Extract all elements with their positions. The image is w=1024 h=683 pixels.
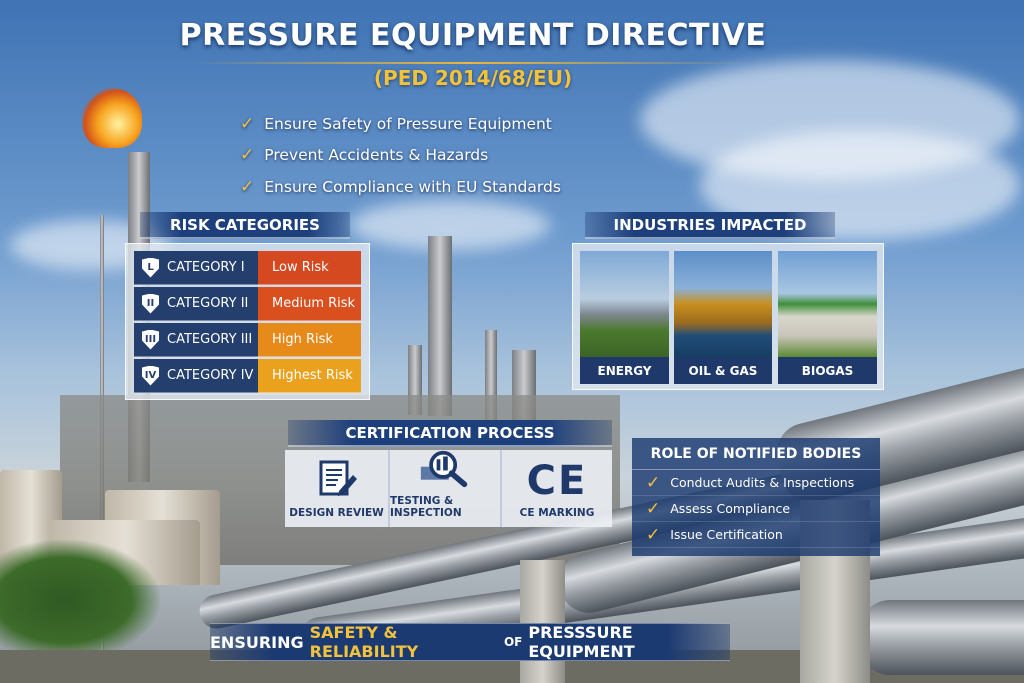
check-icon: ✓ <box>240 113 255 134</box>
objective-text: Prevent Accidents & Hazards <box>264 146 489 165</box>
role-text: Issue Certification <box>670 527 783 542</box>
oil-gas-image <box>674 251 772 357</box>
step-label: CE MARKING <box>519 507 595 519</box>
title-divider <box>190 62 750 64</box>
industry-card: OIL & GAS <box>674 251 772 384</box>
page-subtitle: (PED 2014/68/EU) <box>373 66 573 90</box>
objectives-list: ✓ Ensure Safety of Pressure Equipment ✓ Pr… <box>240 108 561 203</box>
banner-text: OF <box>503 635 523 649</box>
energy-image <box>580 251 669 357</box>
risk-row: III CATEGORY III High Risk <box>134 323 361 357</box>
notified-bodies-panel: ROLE OF NOTIFIED BODIES ✓ Conduct Audits … <box>632 438 880 556</box>
industry-card: BIOGAS <box>778 251 877 384</box>
step-label: DESIGN REVIEW <box>289 507 384 519</box>
risk-level: High Risk <box>258 323 361 357</box>
flare-flame <box>82 88 142 148</box>
risk-row: L CATEGORY I Low Risk <box>134 251 361 285</box>
objective-item: ✓ Ensure Safety of Pressure Equipment <box>240 108 561 140</box>
check-icon: ✓ <box>646 472 661 493</box>
industry-label: ENERGY <box>580 357 669 384</box>
objective-item: ✓ Ensure Compliance with EU Standards <box>240 171 561 203</box>
check-icon: ✓ <box>646 524 661 545</box>
category-label: CATEGORY II <box>167 296 249 311</box>
risk-categories-table: L CATEGORY I Low Risk II CATEGORY II Medium … <box>125 243 370 400</box>
category-label: CATEGORY I <box>167 260 245 275</box>
objective-text: Ensure Compliance with EU Standards <box>264 177 561 196</box>
objective-item: ✓ Prevent Accidents & Hazards <box>240 140 561 172</box>
check-icon: ✓ <box>240 176 255 197</box>
industry-card: ENERGY <box>580 251 669 384</box>
role-item: ✓ Issue Certification <box>632 522 880 548</box>
notified-bodies-header: ROLE OF NOTIFIED BODIES <box>632 438 880 470</box>
role-item: ✓ Assess Compliance <box>632 496 880 522</box>
banner-text: PRESSSURE EQUIPMENT <box>528 623 635 661</box>
bottom-banner: ENSURING SAFETY & RELIABILITY OF PRESSSU… <box>210 623 730 661</box>
shield-icon: III <box>142 329 159 350</box>
step-ce-marking: CE CE MARKING <box>502 450 612 527</box>
magnifier-icon <box>420 450 468 488</box>
step-testing-inspection: TESTING & INSPECTION <box>390 450 502 527</box>
category-label: CATEGORY IV <box>167 368 254 383</box>
risk-level: Medium Risk <box>258 287 361 321</box>
role-item: ✓ Conduct Audits & Inspections <box>632 470 880 496</box>
risk-row: IV CATEGORY IV Highest Risk <box>134 359 361 393</box>
certification-header: CERTIFICATION PROCESS <box>288 420 612 447</box>
banner-highlight: SAFETY & RELIABILITY <box>309 623 419 661</box>
shield-icon: L <box>142 257 159 278</box>
ce-mark-icon: CE <box>526 458 588 504</box>
risk-level: Highest Risk <box>258 359 361 393</box>
step-label: TESTING & INSPECTION <box>390 495 462 519</box>
shield-icon: II <box>142 293 159 314</box>
page-title: PRESSURE EQUIPMENT DIRECTIVE <box>179 18 767 53</box>
risk-row: II CATEGORY II Medium Risk <box>134 287 361 321</box>
shield-icon: IV <box>142 365 159 386</box>
check-icon: ✓ <box>240 145 255 166</box>
objective-text: Ensure Safety of Pressure Equipment <box>264 114 552 133</box>
category-label: CATEGORY III <box>167 332 253 347</box>
industries-panel: ENERGY OIL & GAS BIOGAS <box>572 243 884 390</box>
industry-label: BIOGAS <box>778 357 877 384</box>
role-text: Assess Compliance <box>670 501 791 516</box>
role-text: Conduct Audits & Inspections <box>670 475 855 490</box>
industries-header: INDUSTRIES IMPACTED <box>585 212 835 239</box>
certification-steps: DESIGN REVIEW TESTING & INSPECTION CE CE… <box>285 450 612 527</box>
industry-label: OIL & GAS <box>674 357 772 384</box>
banner-text: ENSURING <box>210 632 304 652</box>
risk-categories-header: RISK CATEGORIES <box>140 212 350 239</box>
document-pen-icon <box>319 460 357 496</box>
risk-level: Low Risk <box>258 251 361 285</box>
biogas-image <box>778 251 877 357</box>
step-design-review: DESIGN REVIEW <box>285 450 390 527</box>
check-icon: ✓ <box>646 498 661 519</box>
